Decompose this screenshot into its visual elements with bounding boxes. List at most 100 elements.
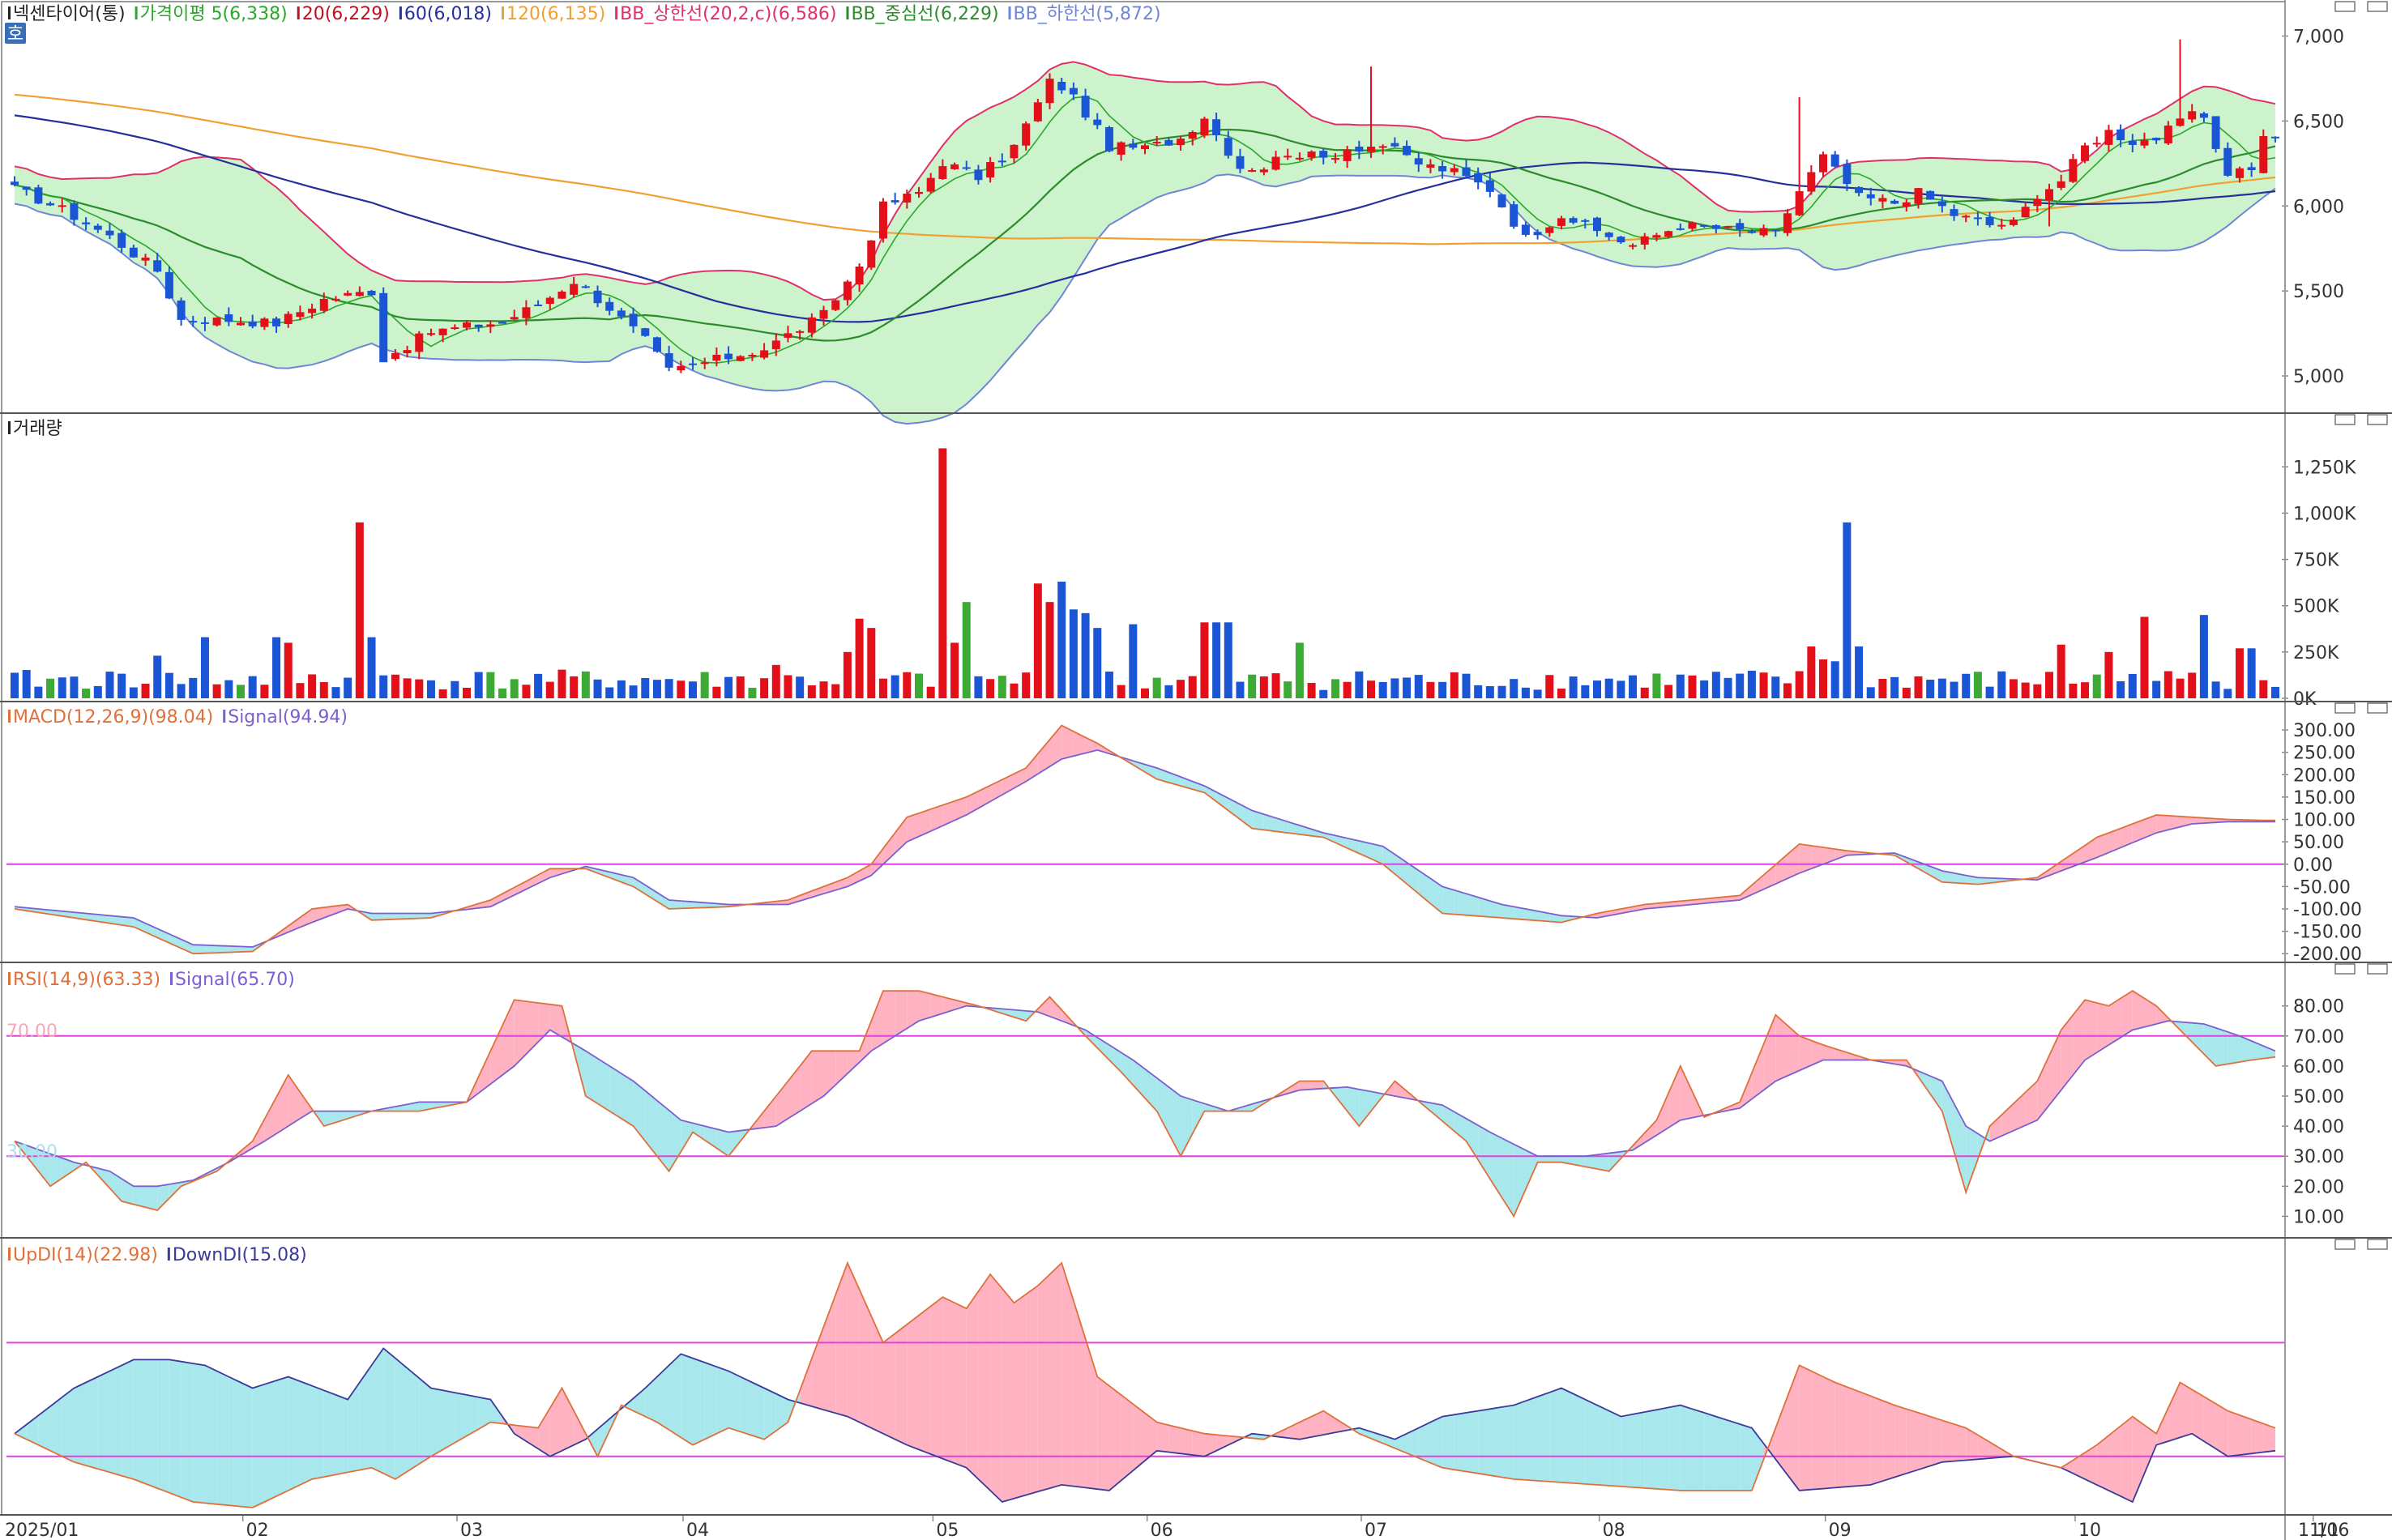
dmi-fill-segment (1763, 1427, 1776, 1460)
macd-fill-segment (1204, 786, 1217, 802)
rsi-fill-segment (1633, 1133, 1645, 1150)
price-tick-label: 5,000 (2293, 367, 2344, 387)
volume-bar (1819, 659, 1827, 698)
macd-fill-segment (1823, 847, 1835, 864)
dmi-fill-segment (1787, 1365, 1800, 1491)
volume-bar (46, 678, 55, 698)
volume-bar (2199, 615, 2208, 698)
panel-resize-button[interactable] (2334, 702, 2356, 714)
dmi-fill-segment (1918, 1412, 1931, 1470)
panel-resize-button[interactable] (2334, 1, 2356, 12)
macd-fill-segment (681, 901, 693, 909)
macd-fill-segment (1263, 814, 1276, 832)
volume-bar (1783, 683, 1792, 698)
candle-body (843, 281, 852, 301)
macd-fill-segment (597, 868, 610, 878)
macd-fill-segment (1775, 854, 1788, 885)
candle-body (1403, 146, 1412, 156)
panel-resize-button[interactable] (2334, 963, 2356, 975)
panel-resize-button[interactable] (2334, 1239, 2356, 1250)
volume-bar (212, 684, 221, 698)
panel-controls[interactable] (2334, 1, 2388, 1250)
candle-body (1795, 191, 1804, 215)
rsi-tick-label: 70.00 (2293, 1027, 2344, 1047)
rsi-fill-segment (430, 1102, 443, 1109)
rsi-axis: 80.00 70.00 60.00 50.00 40.00 30.00 20.00 10.00 (2282, 997, 2344, 1227)
legend-label: 20(6,229) (302, 4, 390, 24)
panel-close-button[interactable] (2367, 1, 2388, 12)
candle-body (689, 363, 697, 365)
dmi-fill-segment (1299, 1416, 1312, 1440)
candle-body (1962, 215, 1971, 218)
macd-fill-segment (1073, 731, 1086, 757)
price-panel[interactable]: 7,000 6,500 6,000 5,500 5,000 넥센타이어(통) 가격이평 5… (5, 4, 2344, 425)
dmi-panel[interactable]: UpDI(14)(22.98) DownDI(15.08) (6, 1245, 2285, 1508)
rsi-fill-segment (1989, 1115, 2002, 1141)
dmi-fill-segment (252, 1384, 265, 1508)
candle-body (308, 308, 317, 314)
rsi-fill-segment (241, 1141, 253, 1155)
dmi-fill-segment (169, 1359, 182, 1498)
candle-body (1617, 237, 1625, 243)
dmi-fill-segment (1430, 1416, 1443, 1468)
dmi-fill-segment (478, 1397, 491, 1430)
price-badge[interactable]: 호 (5, 23, 26, 45)
panel-resize-button[interactable] (2334, 414, 2356, 425)
candle-body (2235, 168, 2244, 178)
rsi-fill-segment (1573, 1156, 1586, 1167)
rsi-fill-segment (1311, 1081, 1324, 1090)
candle-body (248, 321, 257, 326)
candle-body (771, 340, 780, 350)
rsi-fill-segment (2144, 998, 2157, 1027)
rsi-fill-segment (335, 1111, 348, 1123)
volume-bar (344, 677, 352, 698)
candle-body (344, 292, 352, 296)
dmi-fill-segment (419, 1378, 431, 1465)
macd-fill-segment (229, 945, 241, 953)
candle-body (1462, 167, 1471, 177)
rsi-fill-segment (97, 1168, 110, 1188)
dmi-fill-segment (2085, 1444, 2097, 1485)
legend-label: Signal(65.70) (175, 970, 295, 990)
dmi-fill-segment (1799, 1365, 1812, 1491)
volume-bar (605, 687, 614, 698)
panel-close-button[interactable] (2367, 702, 2388, 714)
candle-body (1295, 157, 1304, 160)
candle-body (1164, 139, 1173, 146)
dmi-fill-segment (645, 1376, 657, 1423)
volume-bar (1212, 622, 1221, 698)
rsi-fill-segment (2168, 1017, 2181, 1030)
dmi-fill-segment (1966, 1427, 1978, 1461)
rsi-fill-segment (1763, 1014, 1776, 1090)
volume-bar (1295, 642, 1304, 698)
dmi-fill-segment (1097, 1376, 1109, 1491)
candle-body (2081, 145, 2090, 161)
macd-fill-segment (538, 868, 550, 884)
dmi-fill-segment (1311, 1410, 1324, 1437)
rsi-fill-segment (1656, 1093, 1669, 1136)
volume-bar (629, 685, 638, 698)
dmi-fill-segment (1478, 1409, 1490, 1476)
panel-close-button[interactable] (2367, 1239, 2388, 1250)
candle-body (1271, 156, 1280, 170)
rsi-tick-label: 80.00 (2293, 997, 2344, 1017)
dmi-fill-segment (335, 1394, 348, 1475)
candle-body (2069, 159, 2078, 182)
rsi-panel[interactable]: 80.00 70.00 60.00 50.00 40.00 30.00 20.00 10.00… (6, 970, 2344, 1227)
rsi-fill-segment (764, 1096, 776, 1128)
dmi-fill-segment (1930, 1416, 1942, 1466)
rsi-fill-segment (633, 1081, 646, 1141)
candle-body (1866, 194, 1875, 198)
dmi-fill-segment (383, 1348, 395, 1479)
volume-panel[interactable]: 1,250K 1,000K 750K 500K 250K 0K 거래량 (8, 419, 2356, 710)
macd-fill-segment (788, 895, 801, 905)
panel-close-button[interactable] (2367, 963, 2388, 975)
volume-bar (1855, 646, 1864, 698)
volume-bar (652, 680, 661, 698)
dmi-fill-segment (919, 1306, 931, 1454)
dmi-fill-segment (2192, 1389, 2204, 1442)
candle-body (570, 284, 579, 295)
panel-close-button[interactable] (2367, 414, 2388, 425)
volume-bar (1843, 522, 1852, 698)
